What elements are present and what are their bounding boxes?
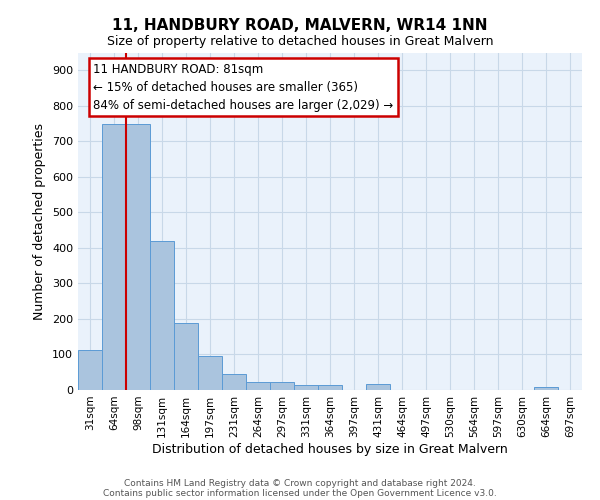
Bar [126,124,150,390]
Text: Contains public sector information licensed under the Open Government Licence v3: Contains public sector information licen… [103,488,497,498]
Bar [534,387,558,390]
Bar [78,350,102,390]
Y-axis label: Number of detached properties: Number of detached properties [34,122,46,320]
Bar [366,384,390,390]
Bar [222,374,246,390]
Bar [294,384,318,390]
Bar [318,384,342,390]
Text: Size of property relative to detached houses in Great Malvern: Size of property relative to detached ho… [107,35,493,48]
Text: 11, HANDBURY ROAD, MALVERN, WR14 1NN: 11, HANDBURY ROAD, MALVERN, WR14 1NN [112,18,488,32]
Text: Contains HM Land Registry data © Crown copyright and database right 2024.: Contains HM Land Registry data © Crown c… [124,478,476,488]
Bar [270,382,294,390]
Bar [102,124,126,390]
Bar [174,322,198,390]
Text: 11 HANDBURY ROAD: 81sqm
← 15% of detached houses are smaller (365)
84% of semi-d: 11 HANDBURY ROAD: 81sqm ← 15% of detache… [93,62,394,112]
X-axis label: Distribution of detached houses by size in Great Malvern: Distribution of detached houses by size … [152,442,508,456]
Bar [150,241,174,390]
Bar [198,356,222,390]
Bar [246,382,270,390]
